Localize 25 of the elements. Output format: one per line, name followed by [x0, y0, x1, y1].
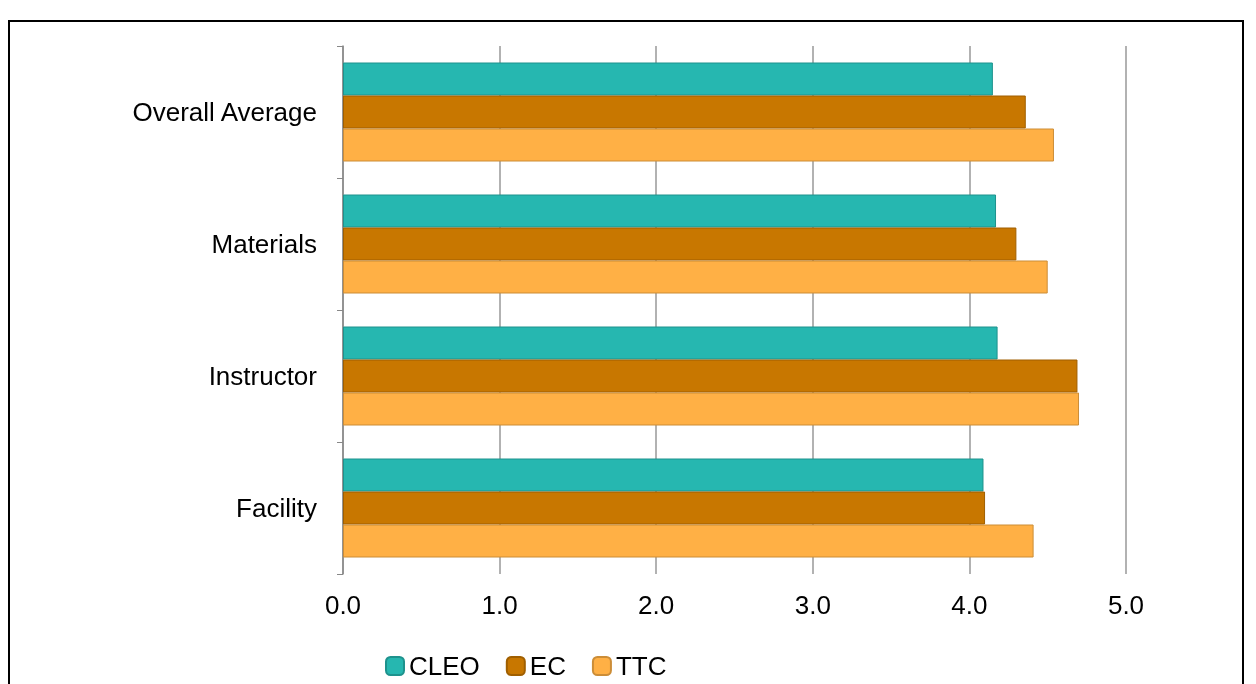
x-tick-label: 4.0 — [951, 590, 988, 620]
y-tick-label: Instructor — [208, 361, 318, 391]
bar — [343, 359, 1078, 393]
bar — [343, 491, 986, 525]
bar — [343, 95, 1026, 129]
legend-label: CLEO — [409, 651, 480, 681]
legend-label: TTC — [615, 651, 667, 681]
bar — [343, 458, 984, 492]
bar — [343, 62, 993, 96]
bar — [343, 392, 1080, 426]
x-tick-label: 1.0 — [481, 590, 518, 620]
y-tick-label: Overall Average — [132, 97, 317, 127]
x-tick-label: 5.0 — [1107, 590, 1145, 620]
y-tick-label: Facility — [236, 493, 317, 523]
legend-label: EC — [529, 651, 566, 681]
bar — [343, 326, 998, 360]
bar — [343, 260, 1048, 294]
x-tick-label: 3.0 — [794, 590, 831, 620]
bar — [343, 194, 997, 228]
y-tick-label: Materials — [211, 229, 317, 259]
bar — [343, 227, 1017, 261]
x-tick-label: 2.0 — [638, 590, 675, 620]
bar — [343, 128, 1054, 162]
x-tick-label: 0.0 — [324, 590, 362, 620]
bar — [343, 524, 1034, 558]
